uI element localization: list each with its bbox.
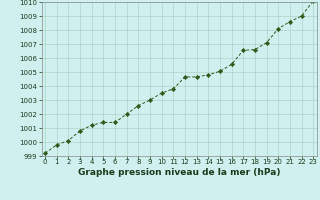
- X-axis label: Graphe pression niveau de la mer (hPa): Graphe pression niveau de la mer (hPa): [78, 168, 280, 177]
